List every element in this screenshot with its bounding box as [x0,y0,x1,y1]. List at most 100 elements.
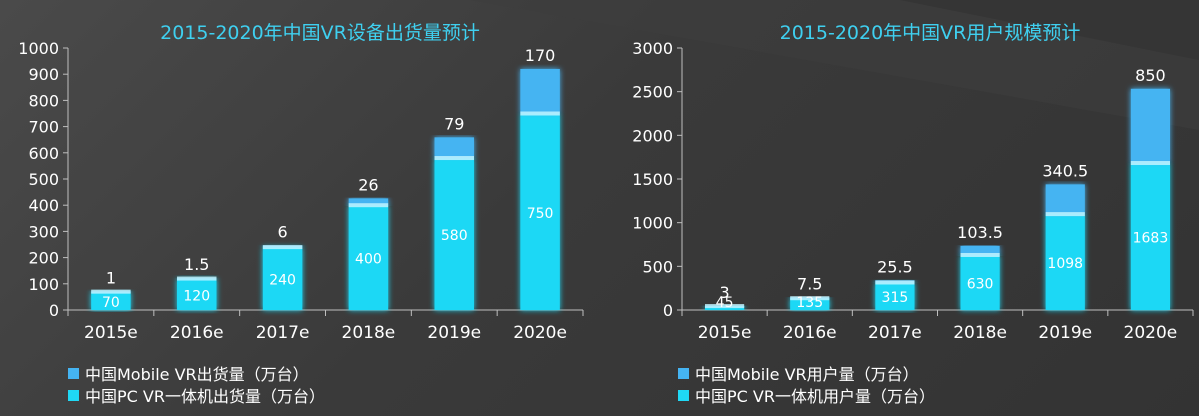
legend-label-mobile: 中国Mobile VR用户量（万台） [695,365,919,384]
legend-label-mobile: 中国Mobile VR出货量（万台） [85,365,309,384]
bar-separator [960,252,1000,257]
bar-base-2017e [262,247,303,310]
legend: 中国Mobile VR用户量（万台） 中国PC VR一体机用户量（万台） [678,362,935,406]
x-tick-label: 2018e [953,323,1007,343]
bar-base-2015e [91,291,131,310]
data-label-base: 70 [102,295,120,311]
data-label-base: 400 [355,252,382,268]
data-label-top: 7.5 [797,275,822,294]
x-tick-label: 2015e [698,323,752,343]
y-tick-label: 800 [28,91,59,110]
legend-label-pc: 中国PC VR一体机用户量（万台） [695,387,935,406]
bar-separator [177,276,217,281]
legend-item-pc: 中国PC VR一体机用户量（万台） [678,384,935,406]
legend-item-pc: 中国PC VR一体机出货量（万台） [68,384,325,406]
bar-separator [1130,161,1171,166]
x-tick-label: 2015e [84,323,138,343]
data-label-top: 26 [358,175,378,194]
x-tick-label: 2016e [783,323,837,343]
bar-top-2020e [520,68,560,114]
bar-top-2020e [1130,88,1171,164]
data-label-base: 240 [269,273,296,289]
bar-base-2019e [1045,214,1085,310]
bar-separator [262,245,303,250]
y-tick-label: 0 [49,301,59,320]
data-label-top: 1.5 [184,255,209,274]
chart-title: 2015-2020年中国VR设备出货量预计 [160,22,480,44]
bar-separator [434,156,474,161]
data-label-top: 79 [444,114,464,133]
shipment-chart-plot: 0 100 200 300 400 500 600 700 800 900 1000 70 1 2015e… [18,39,584,343]
y-tick-label: 500 [28,170,59,189]
y-tick-label: 400 [28,196,59,215]
y-tick-label: 900 [28,65,59,84]
data-label-top: 25.5 [877,257,913,276]
data-label-top: 850 [1135,66,1166,85]
data-label-top: 340.5 [1042,161,1088,180]
data-label-base: 120 [183,288,210,304]
data-label-top: 3 [719,283,729,302]
x-tick-label: 2016e [170,323,224,343]
bar-top-2018e [348,198,389,206]
legend-item-mobile: 中国Mobile VR用户量（万台） [678,362,935,384]
legend-item-mobile: 中国Mobile VR出货量（万台） [68,362,325,384]
data-label-base: 1683 [1133,231,1169,247]
y-tick-label: 0 [663,301,673,320]
y-tick-label: 700 [28,118,59,137]
y-tick-label: 300 [28,222,59,241]
data-label-top: 1 [106,268,116,287]
bar-separator [1045,212,1085,217]
y-tick-label: 200 [28,249,59,268]
data-label-top: 170 [525,46,556,65]
bar-top-2019e [1045,184,1085,215]
bar-base-2018e [348,205,389,310]
y-tick-label: 1500 [632,170,673,189]
x-tick-label: 2019e [1038,323,1092,343]
bar-separator [91,289,131,294]
bar-separator [790,296,830,301]
x-tick-label: 2020e [1124,323,1178,343]
legend-label-pc: 中国PC VR一体机出货量（万台） [85,387,325,406]
bar-base-2017e [875,282,915,310]
y-tick-label: 600 [28,144,59,163]
data-label-base: 580 [441,228,468,244]
y-tick-label: 3000 [632,39,673,58]
chart-title: 2015-2020年中国VR用户规模预计 [779,22,1081,44]
y-tick-label: 1000 [18,39,59,58]
bar-top-2019e [434,137,474,159]
data-label-top: 6 [277,223,287,242]
data-label-base: 750 [527,206,554,222]
data-label-base: 135 [796,295,823,311]
bar-base-2019e [434,158,474,310]
data-label-base: 630 [967,276,994,292]
bar-base-2020e [520,113,560,310]
x-tick-label: 2018e [342,323,396,343]
x-tick-label: 2019e [427,323,481,343]
bar-base-2016e [790,298,830,310]
bar-separator [348,203,389,208]
y-tick-label: 500 [642,257,673,276]
y-tick-label: 100 [28,275,59,294]
bar-top-2018e [960,245,1000,255]
bar-separator [875,280,915,285]
y-tick-label: 1000 [632,214,673,233]
y-tick-label: 2000 [632,126,673,145]
legend-swatch-pc [68,389,79,401]
legend: 中国Mobile VR出货量（万台） 中国PC VR一体机出货量（万台） [68,362,325,406]
bar-base-2018e [960,254,1000,310]
legend-swatch-mobile [678,367,689,379]
legend-swatch-pc [678,389,689,401]
x-tick-label: 2017e [256,323,310,343]
bar-separator [520,111,560,116]
x-tick-label: 2020e [513,323,567,343]
shipment-chart: 2015-2020年中国VR设备出货量预计 0 100 200 300 400 500 60… [18,22,584,406]
users-chart: 2015-2020年中国VR用户规模预计 0 500 1000 1500 2000 250… [600,0,1199,416]
bar-base-2016e [177,278,217,310]
y-tick-label: 2500 [632,83,673,102]
data-label-top: 103.5 [957,223,1003,242]
data-label-base: 315 [882,290,909,306]
x-tick-label: 2017e [868,323,922,343]
data-label-base: 1098 [1047,256,1083,272]
